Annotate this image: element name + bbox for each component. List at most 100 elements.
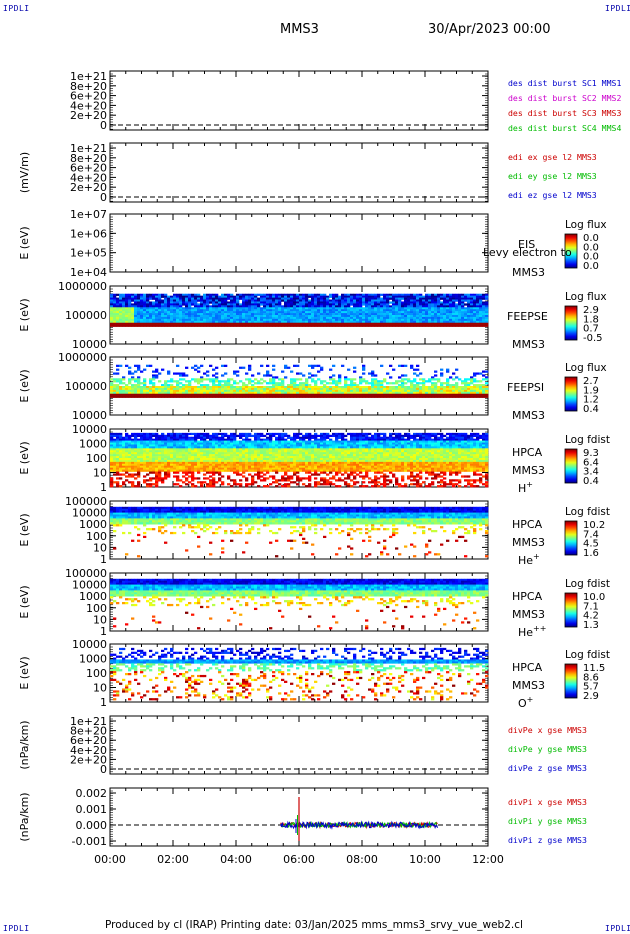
spectrogram-cell [191, 311, 195, 314]
spectrogram-cell [131, 454, 135, 457]
spectrogram-cell [371, 293, 375, 296]
spectrogram-cell [206, 295, 210, 298]
spectrogram-cell [248, 395, 252, 398]
spectrogram-cell [116, 389, 120, 393]
spectrogram-cell [155, 299, 159, 302]
y-tick-label: 1e+06 [70, 227, 107, 240]
spectrogram-cell [434, 324, 438, 327]
spectrogram-cell [434, 297, 438, 300]
spectrogram-cell [479, 309, 483, 312]
spectrogram-cell [167, 463, 171, 467]
spectrogram-cell [467, 299, 471, 302]
spectrogram-cell [215, 387, 219, 391]
spectrogram-cell [200, 461, 204, 465]
spectrogram-cell [428, 389, 432, 393]
spectrogram-cell [260, 382, 264, 385]
spectrogram-cell [311, 316, 315, 320]
spectrogram-cell [401, 386, 405, 389]
spectrogram-cell [290, 389, 294, 393]
spectrogram-cell [176, 387, 180, 391]
spectrogram-cell [389, 307, 393, 310]
spectrogram-cell [185, 320, 189, 324]
spectrogram-cell [245, 393, 249, 396]
spectrogram-cell [350, 318, 354, 322]
spectrogram-cell [482, 384, 486, 387]
spectrogram-cell [440, 387, 444, 391]
colorbar-tick-label: 0.0 [583, 261, 599, 272]
spectrogram-cell [233, 297, 237, 300]
spectrogram-cell [467, 395, 471, 398]
spectrogram-cell [110, 318, 114, 322]
spectrogram-cell [206, 452, 210, 455]
spectrogram-cell [395, 386, 399, 389]
spectrogram-cell [131, 473, 135, 476]
spectrogram-cell [182, 436, 186, 439]
spectrogram-cell [197, 434, 201, 438]
spectrogram-cell [182, 461, 186, 465]
spectrogram-cell [326, 387, 330, 391]
spectrogram-cell [110, 301, 114, 304]
spectrogram-cell [386, 372, 390, 375]
spectrogram-cell [122, 458, 126, 461]
spectrogram-cell [248, 386, 252, 389]
spectrogram-cell [311, 307, 315, 310]
spectrogram-cell [254, 301, 258, 304]
spectrogram-cell [188, 458, 192, 461]
spectrogram-cell [323, 305, 327, 308]
spectrogram-cell [299, 395, 303, 398]
spectrogram-cell [290, 320, 294, 324]
spectrogram-cell [329, 293, 333, 296]
spectrogram-cell [407, 315, 411, 318]
spectrogram-cell [143, 434, 147, 438]
spectrogram-cell [197, 446, 201, 449]
spectrogram-cell [191, 459, 195, 463]
spectrogram-cell [392, 311, 396, 314]
spectrogram-cell [278, 386, 282, 389]
spectrogram-cell [161, 313, 165, 316]
spectrogram-cell [293, 387, 297, 391]
spectrogram-cell [245, 372, 249, 375]
spectrogram-cell [113, 434, 117, 438]
spectrogram-cell [314, 389, 318, 393]
spectrogram-cell [230, 305, 234, 308]
spectrogram-cell [242, 307, 246, 310]
spectrogram-cell [380, 395, 384, 398]
spectrogram-cell [422, 386, 426, 389]
spectrogram-cell [149, 469, 153, 472]
spectrogram-cell [257, 309, 261, 312]
spectrogram-cell [326, 386, 330, 389]
spectrogram-cell [437, 297, 441, 300]
spectrogram-cell [425, 301, 429, 304]
spectrogram-cell [329, 389, 333, 393]
spectrogram-cell [140, 299, 144, 302]
spectrogram-cell [194, 442, 198, 445]
spectrogram-cell [203, 315, 207, 318]
spectrogram-cell [335, 305, 339, 308]
spectrogram-cell [110, 479, 114, 482]
spectrogram-cell [131, 389, 135, 393]
spectrogram-cell [116, 303, 120, 306]
spectrogram-cell [308, 387, 312, 391]
spectrogram-cell [170, 434, 174, 438]
spectrogram-cell [143, 465, 147, 468]
spectrogram-cell [338, 307, 342, 310]
spectrogram-cell [401, 305, 405, 308]
spectrogram-cell [200, 440, 204, 443]
spectrogram-cell [179, 311, 183, 314]
spectrogram-cell [410, 305, 414, 308]
spectrogram-cell [152, 432, 156, 436]
spectrogram-cell [131, 393, 135, 396]
spectrogram-cell [200, 395, 204, 398]
spectrogram-cell [353, 386, 357, 389]
spectrogram-cell [155, 440, 159, 443]
spectrogram-cell [152, 322, 156, 325]
spectrogram-cell [464, 322, 468, 325]
spectrogram-cell [281, 370, 285, 373]
spectrogram-cell [137, 458, 141, 461]
spectrogram-cell [119, 311, 123, 314]
spectrogram-cell [485, 305, 489, 308]
spectrogram-cell [281, 387, 285, 391]
spectrogram-cell [362, 318, 366, 322]
spectrogram-cell [212, 454, 216, 457]
spectrogram-cell [179, 465, 183, 468]
